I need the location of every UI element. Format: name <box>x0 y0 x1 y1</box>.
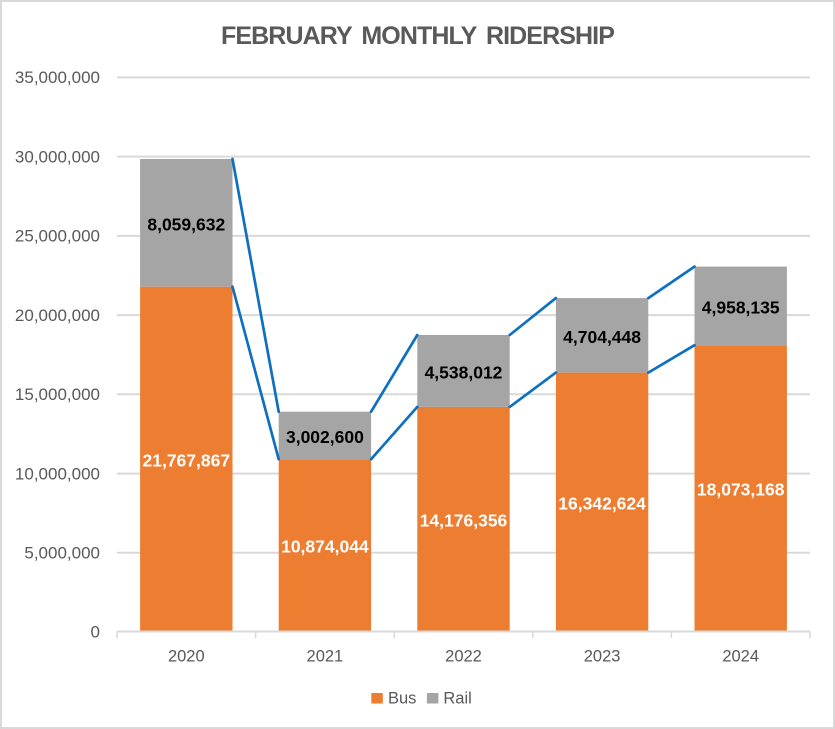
svg-text:30,000,000: 30,000,000 <box>15 147 100 166</box>
svg-text:35,000,000: 35,000,000 <box>15 68 100 87</box>
svg-text:2024: 2024 <box>722 648 759 666</box>
svg-text:25,000,000: 25,000,000 <box>15 227 100 246</box>
svg-text:2021: 2021 <box>307 648 344 666</box>
svg-text:2023: 2023 <box>584 648 621 666</box>
svg-text:2020: 2020 <box>168 648 205 666</box>
svg-text:18,073,168: 18,073,168 <box>697 480 785 500</box>
svg-text:20,000,000: 20,000,000 <box>15 306 100 325</box>
svg-text:5,000,000: 5,000,000 <box>24 544 100 563</box>
svg-text:4,538,012: 4,538,012 <box>425 363 503 383</box>
svg-text:10,000,000: 10,000,000 <box>15 464 100 483</box>
svg-text:4,704,448: 4,704,448 <box>563 327 641 347</box>
svg-text:Bus: Bus <box>388 690 416 708</box>
svg-text:16,342,624: 16,342,624 <box>558 493 646 513</box>
svg-text:10,874,044: 10,874,044 <box>281 537 369 557</box>
svg-text:FEBRUARY MONTHLY RIDERSHIP: FEBRUARY MONTHLY RIDERSHIP <box>221 22 614 50</box>
svg-text:14,176,356: 14,176,356 <box>420 511 508 531</box>
svg-text:4,958,135: 4,958,135 <box>702 298 780 318</box>
svg-text:8,059,632: 8,059,632 <box>147 215 225 235</box>
svg-text:3,002,600: 3,002,600 <box>286 427 364 447</box>
svg-text:21,767,867: 21,767,867 <box>143 450 231 470</box>
svg-text:2022: 2022 <box>445 648 482 666</box>
svg-text:Rail: Rail <box>443 690 471 708</box>
svg-text:0: 0 <box>91 623 100 642</box>
svg-text:15,000,000: 15,000,000 <box>15 385 100 404</box>
